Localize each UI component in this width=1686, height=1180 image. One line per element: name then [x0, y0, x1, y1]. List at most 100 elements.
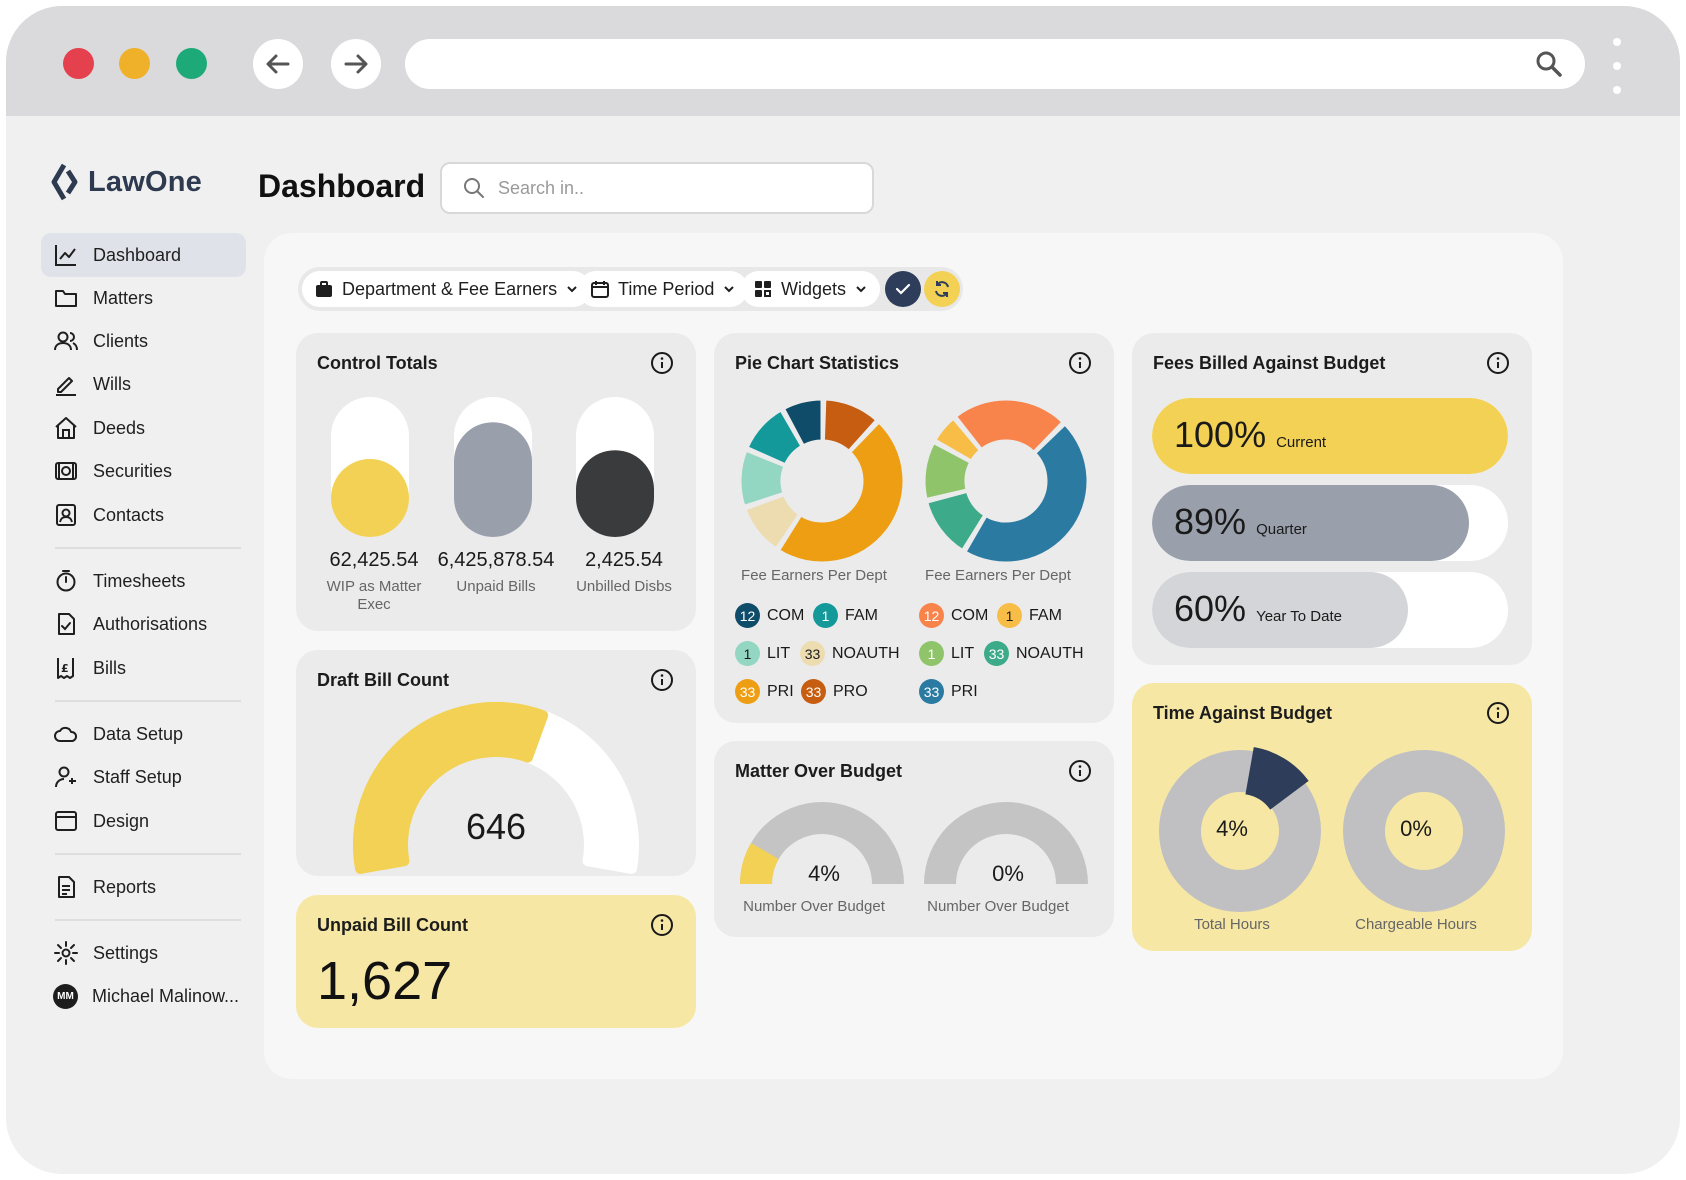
- legend-name: COM: [951, 606, 989, 624]
- legend-count: 33: [800, 641, 825, 666]
- widgets-icon: [755, 281, 771, 297]
- gauge-fill: [353, 702, 549, 874]
- sidebar-item-label: Authorisations: [93, 613, 208, 634]
- sidebar-item-bills[interactable]: £ Bills: [41, 646, 246, 690]
- time-period-filter[interactable]: Time Period: [578, 271, 749, 307]
- draft-bill-count-card: Draft Bill Count 646: [296, 650, 696, 876]
- search-icon[interactable]: [1535, 50, 1563, 78]
- info-icon[interactable]: [1068, 759, 1092, 783]
- legend-count: 1: [813, 603, 838, 628]
- legend-item: 12 COM: [735, 603, 804, 628]
- cloud-icon: [54, 726, 78, 742]
- sidebar-divider: [55, 547, 241, 549]
- legend-name: PRO: [833, 682, 868, 700]
- donut-segment-left: [781, 397, 824, 448]
- legend-item: 33 PRI: [735, 679, 794, 704]
- donut-segment-right: [962, 421, 1090, 563]
- sidebar-item-dashboard[interactable]: Dashboard: [41, 233, 246, 277]
- sidebar-item-clients[interactable]: Clients: [41, 319, 246, 363]
- sidebar-item-matters[interactable]: Matters: [41, 276, 246, 320]
- legend-item: 1 LIT: [919, 641, 974, 666]
- sidebar-divider: [55, 700, 241, 702]
- unpaid-bills-value: 6,425,878.54: [437, 549, 555, 571]
- legend-count: 33: [801, 679, 826, 704]
- fee-earners-donuts: [738, 397, 1090, 563]
- close-window-button[interactable]: [63, 48, 94, 79]
- donut-track: [1343, 750, 1505, 912]
- gauge-fill: [740, 843, 779, 884]
- legend-name: NOAUTH: [832, 644, 900, 662]
- widgets-filter[interactable]: Widgets: [741, 271, 881, 307]
- unpaid-bills-label: Unpaid Bills: [456, 578, 536, 595]
- budget-period: Year To Date: [1256, 608, 1342, 625]
- legend-count: 1: [735, 641, 760, 666]
- legend-item: 1 LIT: [735, 641, 790, 666]
- apply-button[interactable]: [885, 271, 921, 307]
- browser-menu-icon[interactable]: [1612, 38, 1622, 94]
- home-icon: [55, 417, 77, 439]
- sidebar-item-label: Bills: [93, 657, 127, 678]
- sidebar-item-settings[interactable]: Settings: [41, 931, 246, 975]
- search-field[interactable]: [440, 162, 874, 214]
- calendar-icon: [591, 281, 609, 298]
- user-profile[interactable]: MM Michael Malinow...: [41, 974, 246, 1018]
- legend-name: LIT: [951, 644, 975, 662]
- budget-percent: 89%: [1174, 501, 1247, 542]
- info-icon[interactable]: [650, 668, 674, 692]
- sidebar-item-wills[interactable]: Wills: [41, 362, 246, 406]
- budget-percent: 60%: [1174, 588, 1247, 629]
- sidebar-item-authorisations[interactable]: Authorisations: [41, 602, 246, 646]
- budget-bar-quarter: 89% Quarter: [1152, 485, 1508, 561]
- chevron-down-icon: [724, 286, 735, 293]
- sidebar-item-deeds[interactable]: Deeds: [41, 406, 246, 450]
- donut-segment-left: [738, 448, 787, 509]
- folder-icon: [55, 290, 77, 307]
- forward-button[interactable]: [331, 39, 381, 89]
- contact-card-icon: [56, 504, 76, 526]
- info-icon[interactable]: [1068, 351, 1092, 375]
- legend-name: COM: [767, 606, 805, 624]
- legend-count: 33: [735, 679, 760, 704]
- legend-name: LIT: [767, 644, 791, 662]
- maximize-window-button[interactable]: [176, 48, 207, 79]
- info-icon[interactable]: [1486, 351, 1510, 375]
- budget-bar-current: 100% Current: [1152, 398, 1508, 474]
- sidebar-item-timesheets[interactable]: Timesheets: [41, 559, 246, 603]
- legend-count: 33: [919, 679, 944, 704]
- sidebar-item-staff-setup[interactable]: Staff Setup: [41, 755, 246, 799]
- budget-percent: 100%: [1174, 414, 1267, 455]
- sidebar-item-label: Contacts: [93, 504, 165, 525]
- refresh-button[interactable]: [924, 271, 960, 307]
- sidebar-item-label: Dashboard: [93, 244, 182, 265]
- legend-name: NOAUTH: [1016, 644, 1084, 662]
- legend-item: 33 PRI: [919, 679, 978, 704]
- sidebar-item-data-setup[interactable]: Data Setup: [41, 712, 246, 756]
- card-title: Control Totals: [317, 353, 438, 373]
- info-icon[interactable]: [650, 913, 674, 937]
- legend-name: FAM: [1029, 606, 1062, 624]
- budget-period: Current: [1276, 434, 1327, 451]
- arrow-right-icon: [344, 54, 368, 74]
- sidebar-item-securities[interactable]: Securities: [41, 449, 246, 493]
- unpaid-bill-count-card: Unpaid Bill Count 1,627: [296, 895, 696, 1028]
- sidebar-item-contacts[interactable]: Contacts: [41, 493, 246, 537]
- donut-fill: [1245, 747, 1309, 810]
- pen-icon: [56, 377, 76, 396]
- app-logo[interactable]: LawOne: [50, 163, 202, 201]
- minimize-window-button[interactable]: [119, 48, 150, 79]
- sidebar-item-reports[interactable]: Reports: [41, 865, 246, 909]
- page-title: Dashboard: [258, 168, 426, 204]
- legend-name: PRI: [767, 682, 794, 700]
- budget-bar-fill: [1152, 398, 1508, 474]
- matter-over-budget-gauges: [740, 802, 1088, 884]
- unbilled-disbs-label: Unbilled Disbs: [576, 578, 672, 595]
- info-icon[interactable]: [650, 351, 674, 375]
- logo-text: LawOne: [88, 165, 202, 198]
- department-filter[interactable]: Department & Fee Earners: [302, 271, 592, 307]
- info-icon[interactable]: [1486, 701, 1510, 725]
- back-button[interactable]: [253, 39, 303, 89]
- address-bar[interactable]: [405, 39, 1585, 89]
- card-title: Pie Chart Statistics: [735, 353, 900, 373]
- search-input[interactable]: [498, 177, 858, 199]
- sidebar-item-design[interactable]: Design: [41, 799, 246, 843]
